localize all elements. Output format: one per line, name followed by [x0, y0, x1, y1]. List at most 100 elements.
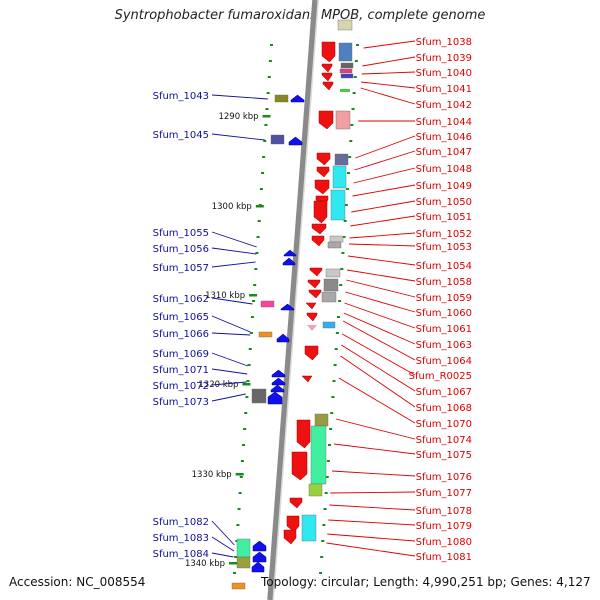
gene-arrow-forward	[288, 136, 303, 146]
guide-dot	[265, 108, 269, 110]
guide-dot	[263, 140, 267, 142]
guide-dot	[328, 444, 331, 446]
gene-label-sfum-1066: Sfum_1066	[153, 329, 209, 340]
gene-label-sfum-1065: Sfum_1065	[153, 312, 209, 323]
leader-line	[211, 552, 234, 558]
gene-label-sfum-1052: Sfum_1052	[416, 229, 472, 240]
gene-arrow-forward	[283, 249, 297, 257]
gene-domain-box	[340, 62, 354, 69]
guide-dot	[336, 316, 340, 318]
guide-dot	[236, 524, 240, 526]
leader-line	[362, 56, 416, 67]
gene-arrow-reverse	[307, 279, 321, 289]
genome-backbone	[267, 0, 319, 600]
guide-dot	[334, 348, 338, 350]
gene-domain-box	[340, 73, 354, 79]
gene-domain-box	[270, 134, 285, 145]
gene-domain-box	[308, 483, 323, 497]
gene-domain-box	[236, 556, 251, 569]
leader-line	[211, 133, 265, 141]
guide-dot	[237, 508, 241, 510]
leader-line	[344, 302, 416, 329]
gene-domain-box	[325, 268, 341, 278]
leader-line	[348, 243, 416, 247]
gene-label-sfum-1062: Sfum_1062	[153, 294, 209, 305]
leader-line	[343, 312, 416, 345]
gene-label-sfum-1042: Sfum_1042	[416, 100, 472, 111]
guide-dot	[242, 444, 245, 446]
gene-domain-box	[337, 19, 353, 31]
gene-arrow-reverse	[318, 110, 334, 130]
guide-dot	[234, 556, 238, 558]
gene-label-sfum-1047: Sfum_1047	[416, 147, 472, 158]
gene-arrow-reverse	[322, 81, 334, 91]
leader-line	[327, 533, 416, 542]
guide-dot	[324, 492, 328, 494]
gene-arrow-forward	[270, 384, 285, 393]
kbp-tick-label: 1320 kbp	[198, 380, 238, 390]
guide-dot	[341, 252, 345, 254]
gene-label-sfum-1048: Sfum_1048	[416, 164, 472, 175]
gene-label-sfum-1043: Sfum_1043	[153, 91, 209, 102]
leader-line	[211, 393, 246, 402]
guide-dot	[257, 220, 261, 222]
kbp-tick-mark	[229, 562, 238, 565]
gene-arrow-reverse	[309, 267, 323, 277]
gene-domain-box	[260, 300, 275, 308]
gene-domain-box	[332, 165, 347, 189]
leader-line	[333, 443, 416, 455]
leader-line	[211, 297, 253, 305]
leader-line	[211, 332, 251, 336]
guide-dot	[352, 92, 356, 94]
gene-domain-box	[329, 235, 344, 243]
guide-dot	[238, 492, 242, 494]
leader-line	[363, 40, 416, 49]
guide-dot	[344, 204, 348, 206]
leader-line	[341, 344, 416, 392]
gene-arrow-forward	[280, 303, 295, 311]
leader-line	[342, 320, 416, 361]
leader-line	[331, 470, 416, 477]
kbp-tick-mark	[242, 383, 251, 386]
gene-label-sfum-1051: Sfum_1051	[416, 212, 472, 223]
guide-dot	[339, 284, 343, 286]
leader-line	[351, 200, 416, 213]
guide-dot	[331, 396, 335, 398]
leader-line	[211, 520, 235, 546]
gene-arrow-reverse	[296, 419, 311, 449]
gene-domain-box	[258, 331, 273, 338]
leader-line	[346, 279, 416, 298]
guide-dot	[319, 572, 323, 574]
gene-domain-box	[310, 425, 327, 485]
leader-line	[341, 333, 416, 376]
gene-label-sfum-1073: Sfum_1073	[153, 397, 209, 408]
kbp-tick-mark	[249, 294, 258, 297]
guide-dot	[335, 332, 339, 334]
gene-label-sfum-1061: Sfum_1061	[416, 324, 472, 335]
gene-label-sfum-1044: Sfum_1044	[416, 117, 472, 128]
leader-line	[211, 352, 248, 367]
gene-label-sfum-1082: Sfum_1082	[153, 517, 209, 528]
gene-domain-box	[323, 278, 339, 292]
guide-dot	[325, 476, 329, 478]
guide-dot	[321, 540, 325, 542]
topology-text: Topology: circular; Length: 4,990,251 bp…	[261, 575, 591, 589]
gene-arrow-reverse	[283, 529, 297, 545]
gene-label-sfum-1053: Sfum_1053	[416, 242, 472, 253]
guide-dot	[320, 556, 324, 558]
gene-arrow-forward	[267, 391, 283, 405]
gene-domain-box	[330, 189, 346, 221]
gene-arrow-reverse	[314, 179, 330, 195]
guide-dot	[343, 220, 347, 222]
leader-line	[353, 167, 416, 184]
guide-dot	[254, 268, 258, 270]
guide-dot	[255, 252, 259, 254]
gene-domain-box	[327, 241, 342, 249]
gene-label-sfum-1079: Sfum_1079	[416, 521, 472, 532]
gene-domain-box	[314, 413, 329, 427]
guide-dot	[347, 172, 351, 174]
leader-line	[211, 94, 268, 100]
gene-arrow-reverse	[321, 63, 333, 73]
leader-line	[211, 247, 257, 255]
